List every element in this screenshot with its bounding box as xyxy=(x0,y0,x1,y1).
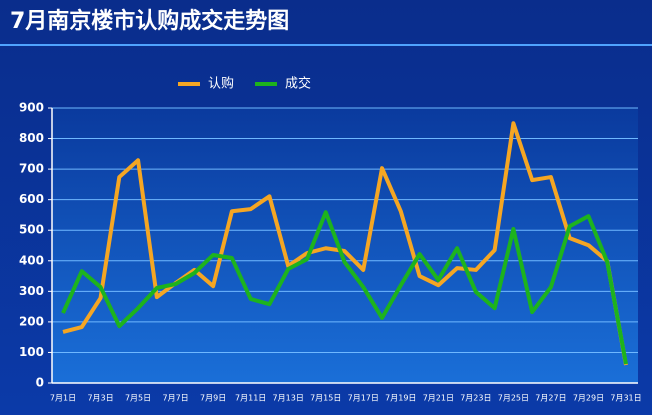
plot-area xyxy=(52,108,638,383)
x-tick-label: 7月19日 xyxy=(385,394,416,403)
x-tick-label: 7月27日 xyxy=(535,394,566,403)
x-tick-label: 7月5日 xyxy=(125,394,151,403)
x-tick-label: 7月25日 xyxy=(498,394,529,403)
y-tick-label: 900 xyxy=(19,101,44,115)
x-tick-label: 7月17日 xyxy=(348,394,379,403)
y-tick-label: 600 xyxy=(19,192,44,206)
y-tick-label: 100 xyxy=(19,345,44,359)
y-tick-label: 800 xyxy=(19,131,44,145)
series-line xyxy=(62,121,628,366)
y-tick-label: 400 xyxy=(19,253,44,267)
chart-title: 7月南京楼市认购成交走势图 xyxy=(10,8,289,34)
legend-label: 认购 xyxy=(208,76,234,92)
x-tick-label: 7月29日 xyxy=(573,394,604,403)
x-tick-label: 7月11日 xyxy=(235,394,266,403)
y-tick-label: 500 xyxy=(19,223,44,237)
x-tick-label: 7月15日 xyxy=(310,394,341,403)
x-tick-label: 7月31日 xyxy=(610,394,641,403)
y-tick-label: 700 xyxy=(19,162,44,176)
x-tick-label: 7月23日 xyxy=(460,394,491,403)
y-tick-label: 200 xyxy=(19,314,44,328)
legend-label: 成交 xyxy=(285,76,311,92)
x-tick-label: 7月21日 xyxy=(423,394,454,403)
y-tick-label: 300 xyxy=(19,284,44,298)
series-line xyxy=(61,210,628,365)
x-tick-label: 7月1日 xyxy=(50,394,76,403)
x-tick-label: 7月13日 xyxy=(273,394,304,403)
legend: 认购 成交 xyxy=(178,76,311,92)
x-tick-label: 7月3日 xyxy=(87,394,113,403)
x-tick-label: 7月9日 xyxy=(200,394,226,403)
y-tick-label: 0 xyxy=(36,376,44,390)
x-tick-label: 7月7日 xyxy=(163,394,189,403)
